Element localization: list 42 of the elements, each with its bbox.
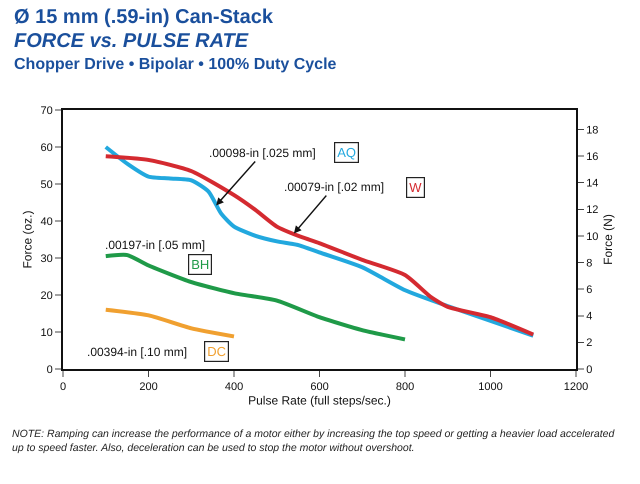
text: NOTE: Ramping can increase the performance of a motor either by increasing the top speed or getting a heavier load accelerated up to speed faster. Also, deceleration can be used to stop the motor without overshoot. — [12, 428, 616, 456]
y2-tick-label: 12 — [586, 204, 598, 216]
x-tick-label: 200 — [139, 381, 158, 394]
x-tick-label: 0 — [60, 381, 66, 394]
y2-tick-label: 8 — [586, 257, 592, 270]
x-tick-label: 600 — [310, 381, 329, 394]
chart-title: Ø 15 mm (.59-in) Can-Stack — [14, 6, 273, 29]
y2-axis-title: Force (N) — [600, 214, 615, 265]
chart-subtitle: FORCE vs. PULSE RATE — [14, 30, 248, 53]
text: Chopper Drive • Bipolar • 100% Duty Cycle — [14, 56, 336, 74]
y-tick-label: 60 — [40, 142, 53, 154]
x-tick-label: 1200 — [564, 381, 588, 394]
annotation: .00394-in [.10 mm] — [87, 345, 188, 359]
annotation: .00079-in [.02 mm] — [284, 180, 384, 194]
annotation: .00197-in [.05 mm] — [105, 238, 206, 252]
x-tick-label: 800 — [396, 381, 414, 394]
y-tick-label: 10 — [40, 326, 53, 339]
y-axis-title: Force (oz.) — [20, 210, 34, 269]
line-series — [104, 252, 407, 342]
x-tick-label: 400 — [224, 381, 244, 394]
y2-tick-label: 4 — [586, 310, 592, 323]
x-tick-label: 1000 — [478, 381, 503, 394]
text: AQ — [337, 145, 356, 160]
y-tick-label: 30 — [40, 252, 53, 265]
series-label: BH — [191, 257, 210, 272]
y-tick-label: 0 — [46, 364, 53, 376]
y2-tick-label: 10 — [586, 230, 598, 243]
y2-tick-label: 0 — [586, 364, 592, 376]
series-label: DC — [207, 344, 226, 360]
y-tick-label: 70 — [40, 104, 53, 117]
text: W — [409, 180, 422, 196]
x-axis-title: Pulse Rate (full steps/sec.) — [248, 394, 391, 408]
y2-tick-label: 18 — [586, 124, 598, 136]
y-tick-label: 40 — [40, 216, 53, 228]
y-tick-label: 50 — [40, 178, 53, 191]
y-tick-label: 20 — [40, 290, 53, 302]
line-series — [104, 308, 236, 338]
y2-tick-label: 16 — [586, 150, 598, 163]
y2-tick-label: 6 — [586, 284, 592, 296]
annotation: .00098-in [.025 mm] — [209, 146, 316, 160]
y2-tick-label: 14 — [586, 178, 598, 190]
y2-tick-label: 2 — [586, 337, 592, 350]
